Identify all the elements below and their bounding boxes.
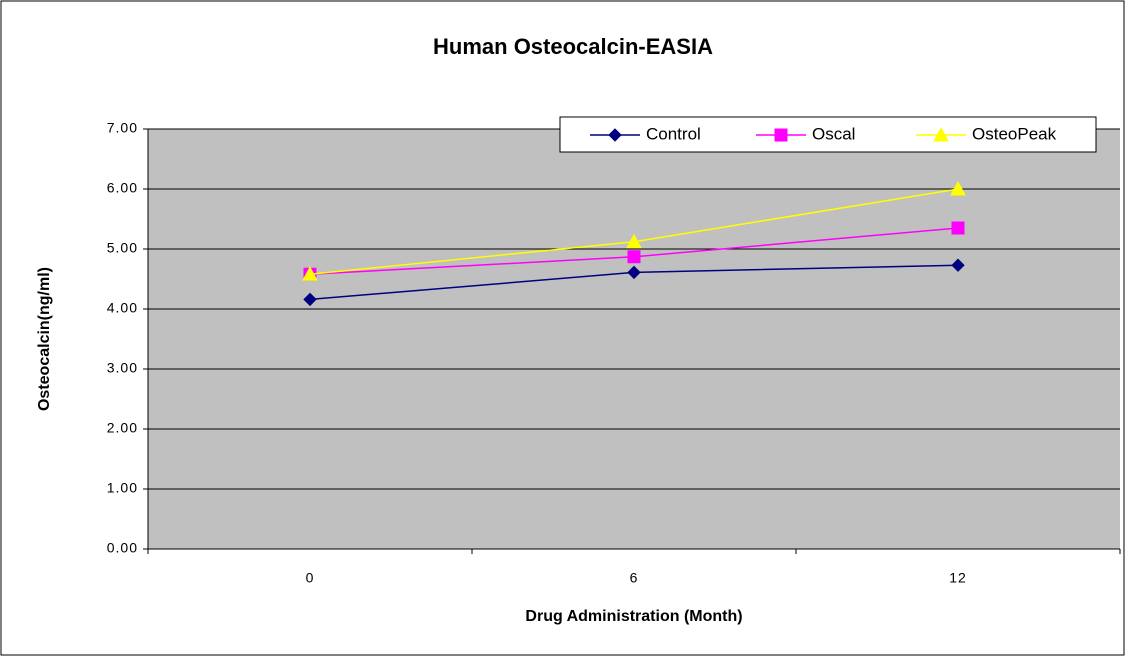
marker [627,265,641,280]
y-tick-label: 4.00 [107,300,138,316]
x-tick-label: 6 [630,570,639,586]
marker [302,266,318,281]
plot-area [148,129,1120,549]
marker [951,221,965,235]
legend-label: OsteoPeak [972,124,1057,143]
y-tick-label: 1.00 [107,480,138,496]
marker [303,292,317,307]
legend-marker [774,128,788,142]
legend-box [559,116,1097,153]
y-axis-title: Osteocalcin(ng/ml) [36,267,53,411]
marker [950,180,966,196]
y-tick-label: 7.00 [107,120,138,136]
marker [626,233,642,249]
y-tick-label: 0.00 [107,540,138,556]
marker [951,258,965,272]
y-tick-label: 6.00 [107,180,138,196]
x-axis-title: Drug Administration (Month) [525,608,742,625]
legend-marker [933,126,949,142]
legend-marker [608,128,622,142]
x-tick-label: 0 [306,570,315,586]
y-tick-label: 3.00 [107,360,138,376]
chart-title: Human Osteocalcin-EASIA [433,34,713,59]
y-tick-label: 5.00 [107,240,138,256]
legend-label: Control [646,124,701,143]
marker [627,250,641,264]
x-tick-label: 12 [949,570,967,586]
legend-label: Oscal [812,124,855,143]
y-tick-label: 2.00 [107,420,138,436]
